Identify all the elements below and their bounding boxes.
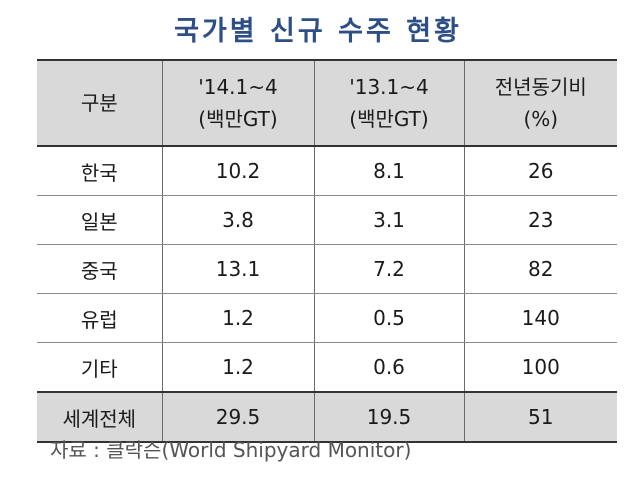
cell-2014: 3.8 bbox=[161, 195, 315, 245]
table-row: 유럽 1.2 0.5 140 bbox=[37, 293, 617, 343]
total-2014: 29.5 bbox=[161, 391, 315, 443]
cell-2013: 0.6 bbox=[313, 342, 465, 392]
table-header-row: 구분 '14.1~4 (백만GT) '13.1~4 (백만GT) 전년동기비 (… bbox=[37, 59, 617, 147]
cell-yoy: 82 bbox=[463, 244, 617, 294]
header-2013-period: '13.1~4 bbox=[349, 75, 429, 99]
row-label: 유럽 bbox=[37, 293, 163, 343]
cell-2014: 1.2 bbox=[161, 342, 315, 392]
cell-2013: 7.2 bbox=[313, 244, 465, 294]
cell-2013: 3.1 bbox=[313, 195, 465, 245]
cell-2013: 0.5 bbox=[313, 293, 465, 343]
header-yoy: 전년동기비 (%) bbox=[463, 59, 617, 147]
header-2014-period: '14.1~4 bbox=[198, 75, 278, 99]
row-label: 일본 bbox=[37, 195, 163, 245]
row-label: 한국 bbox=[37, 146, 163, 196]
orders-table: 구분 '14.1~4 (백만GT) '13.1~4 (백만GT) 전년동기비 (… bbox=[37, 59, 617, 443]
cell-yoy: 26 bbox=[463, 146, 617, 196]
row-label: 기타 bbox=[37, 342, 163, 392]
total-2013: 19.5 bbox=[313, 391, 465, 443]
cell-2013: 8.1 bbox=[313, 146, 465, 196]
table-row: 기타 1.2 0.6 100 bbox=[37, 342, 617, 392]
header-2014: '14.1~4 (백만GT) bbox=[161, 59, 315, 147]
cell-2014: 13.1 bbox=[161, 244, 315, 294]
table-row: 일본 3.8 3.1 23 bbox=[37, 195, 617, 245]
table-row: 중국 13.1 7.2 82 bbox=[37, 244, 617, 294]
header-category-label: 구분 bbox=[80, 91, 118, 115]
total-label: 세계전체 bbox=[37, 391, 163, 443]
row-label: 중국 bbox=[37, 244, 163, 294]
total-yoy: 51 bbox=[463, 391, 617, 443]
cell-2014: 1.2 bbox=[161, 293, 315, 343]
page-title: 국가별 신규 수주 현황 bbox=[174, 16, 462, 47]
cell-yoy: 140 bbox=[463, 293, 617, 343]
cell-2014: 10.2 bbox=[161, 146, 315, 196]
table-total-row: 세계전체 29.5 19.5 51 bbox=[37, 391, 617, 443]
header-2013: '13.1~4 (백만GT) bbox=[313, 59, 465, 147]
table-row: 한국 10.2 8.1 26 bbox=[37, 146, 617, 196]
source-note: 자료 : 클락슨(World Shipyard Monitor) bbox=[50, 438, 412, 462]
header-2014-unit: (백만GT) bbox=[198, 107, 278, 131]
cell-yoy: 100 bbox=[463, 342, 617, 392]
header-yoy-unit: (%) bbox=[523, 107, 559, 131]
cell-yoy: 23 bbox=[463, 195, 617, 245]
header-2013-unit: (백만GT) bbox=[349, 107, 429, 131]
header-category: 구분 bbox=[37, 59, 163, 147]
header-yoy-label: 전년동기비 bbox=[494, 75, 587, 99]
